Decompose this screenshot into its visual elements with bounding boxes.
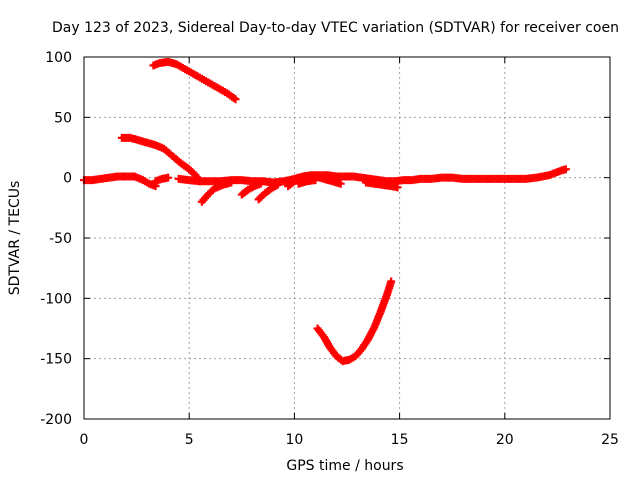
data-point xyxy=(311,176,320,185)
data-point xyxy=(561,165,570,174)
y-tick-label: -100 xyxy=(40,291,72,307)
data-point xyxy=(256,179,265,188)
series-arc-top xyxy=(149,57,240,104)
data-point xyxy=(164,173,173,182)
x-tick-label: 25 xyxy=(601,432,619,448)
y-tick-label: -50 xyxy=(49,231,72,247)
data-point xyxy=(231,95,240,104)
x-tick-label: 10 xyxy=(285,432,303,448)
y-tick-label: -150 xyxy=(40,352,72,368)
x-tick-label: 5 xyxy=(185,432,194,448)
y-tick-label: 50 xyxy=(54,110,72,126)
data-series xyxy=(80,57,570,366)
series-arc-dip-1 xyxy=(197,178,236,206)
series-arc-zero-a xyxy=(80,172,160,191)
axis-ticks: 0 5 10 15 20 25 -200 -150 -100 -50 0 50 100 xyxy=(40,50,619,448)
data-point xyxy=(393,183,402,192)
series-arc-bottom xyxy=(313,277,396,366)
data-point xyxy=(227,178,236,187)
x-tick-label: 15 xyxy=(391,432,409,448)
y-tick-label: -200 xyxy=(40,412,72,428)
y-tick-label: 100 xyxy=(45,50,72,66)
y-axis-label: SDTVAR / TECUs xyxy=(7,181,23,296)
y-tick-label: 0 xyxy=(63,171,72,187)
grid-lines xyxy=(84,57,610,419)
x-tick-label: 0 xyxy=(80,432,89,448)
data-point xyxy=(336,179,345,188)
series-arc-dip-2 xyxy=(237,179,265,199)
plot-frame xyxy=(83,56,611,420)
data-point xyxy=(273,180,282,189)
chart-title: Day 123 of 2023, Sidereal Day-to-day VTE… xyxy=(52,20,619,36)
series-arc-zero-b xyxy=(151,173,173,186)
series-arc-dip-5 xyxy=(361,178,402,192)
x-tick-label: 20 xyxy=(496,432,514,448)
x-axis-label: GPS time / hours xyxy=(286,458,403,474)
series-arc-dip-3 xyxy=(254,180,282,204)
series-arc-dip-6 xyxy=(294,176,320,188)
data-point xyxy=(387,277,396,286)
